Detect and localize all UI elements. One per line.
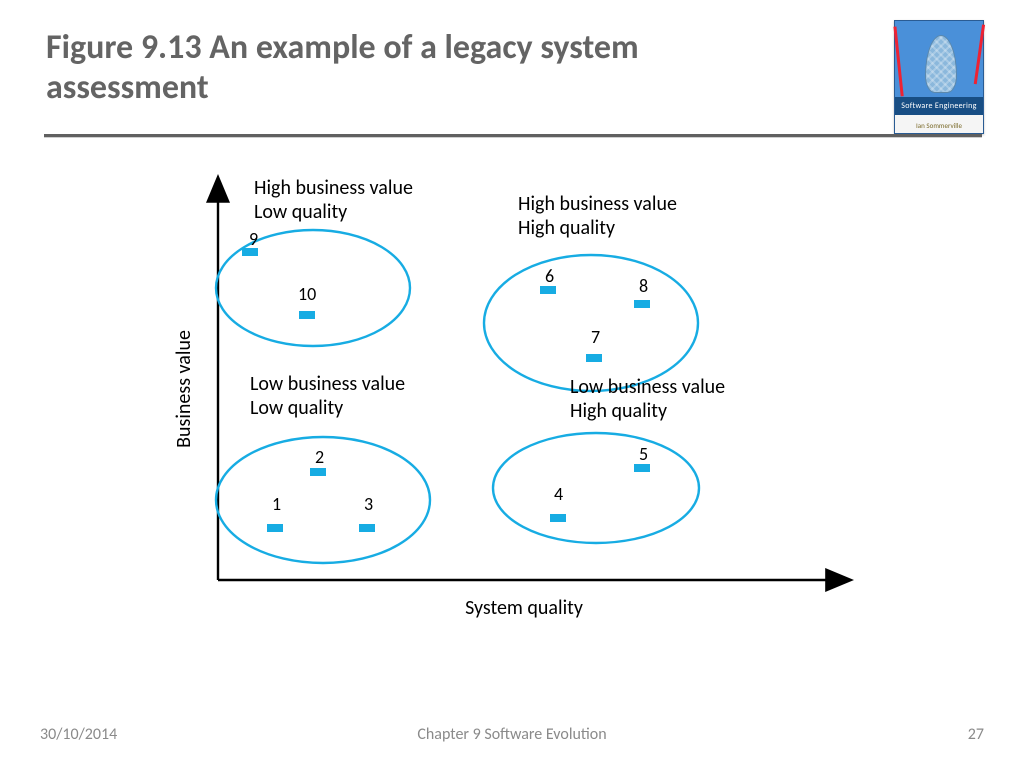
cluster-label-lbv-hq-line2: High quality bbox=[570, 399, 667, 423]
cluster-label-hbv-hq-line1: High business value bbox=[518, 192, 677, 216]
system-label-8: 8 bbox=[639, 275, 648, 297]
cluster-label-hbv-hq-line2: High quality bbox=[518, 216, 615, 240]
system-label-10: 10 bbox=[298, 283, 316, 305]
slide-title: Figure 9.13 An example of a legacy syste… bbox=[46, 28, 806, 108]
cluster-label-lbv-lq-line2: Low quality bbox=[250, 396, 343, 420]
system-label-4: 4 bbox=[554, 483, 563, 505]
book-cover-crane2-icon bbox=[954, 22, 985, 85]
cluster-label-lbv-lq-line1: Low business value bbox=[250, 372, 405, 396]
footer-page-number: 27 bbox=[968, 725, 984, 744]
cluster-label-hbv-lq-line1: High business value bbox=[254, 176, 413, 200]
system-label-1: 1 bbox=[272, 493, 281, 515]
slide: Figure 9.13 An example of a legacy syste… bbox=[0, 0, 1024, 768]
book-cover-title: Software Engineering bbox=[895, 97, 983, 115]
assessment-diagram: High business valueLow qualityHigh busin… bbox=[150, 170, 870, 640]
cluster-label-lbv-hq-line1: Low business value bbox=[570, 375, 725, 399]
system-marker-7 bbox=[586, 354, 602, 362]
system-marker-10 bbox=[299, 311, 315, 319]
book-cover-thumbnail: Software Engineering Ian Sommerville bbox=[894, 20, 984, 134]
footer-chapter: Chapter 9 Software Evolution bbox=[0, 725, 1024, 744]
book-cover-author: Ian Sommerville bbox=[895, 121, 983, 130]
x-axis-label: System quality bbox=[465, 596, 583, 620]
system-label-5: 5 bbox=[639, 443, 648, 465]
title-divider bbox=[44, 134, 982, 138]
system-marker-1 bbox=[267, 524, 283, 532]
book-cover-building-icon bbox=[925, 35, 957, 93]
system-marker-2 bbox=[310, 468, 326, 476]
system-label-9: 9 bbox=[249, 228, 258, 250]
diagram-svg: High business valueLow qualityHigh busin… bbox=[150, 170, 870, 640]
system-marker-8 bbox=[634, 300, 650, 308]
cluster-label-hbv-lq-line2: Low quality bbox=[254, 200, 347, 224]
cluster-labels: High business valueLow qualityHigh busin… bbox=[250, 176, 725, 423]
system-marker-3 bbox=[359, 524, 375, 532]
y-axis-label: Business value bbox=[172, 330, 196, 448]
system-label-6: 6 bbox=[545, 265, 554, 287]
system-marker-5 bbox=[634, 464, 650, 472]
system-marker-6 bbox=[540, 286, 556, 294]
system-label-3: 3 bbox=[364, 493, 373, 515]
system-marker-4 bbox=[550, 514, 566, 522]
system-label-7: 7 bbox=[591, 326, 600, 348]
system-label-2: 2 bbox=[315, 446, 324, 468]
